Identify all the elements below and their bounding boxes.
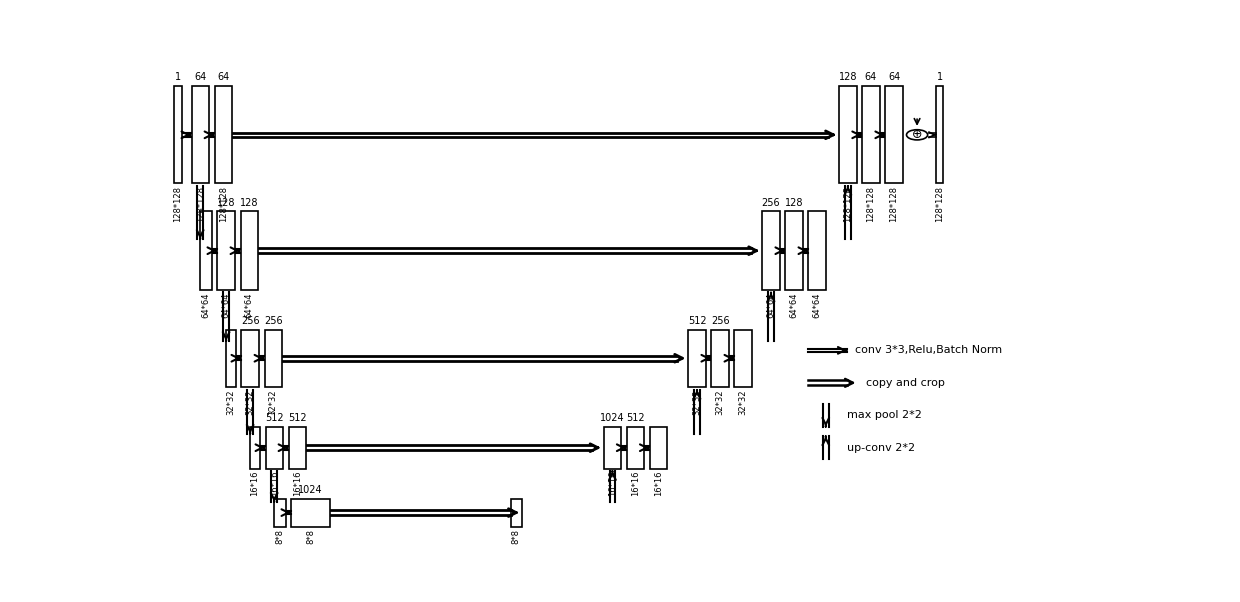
Bar: [226, 329, 236, 388]
Text: 8*8: 8*8: [512, 529, 521, 544]
Bar: [688, 329, 706, 388]
Bar: [217, 211, 234, 290]
Text: 128*128: 128*128: [218, 186, 228, 222]
Bar: [650, 427, 667, 468]
Text: 64*64: 64*64: [222, 293, 231, 318]
Text: 16*16: 16*16: [631, 471, 640, 497]
Text: 32*32: 32*32: [715, 389, 724, 415]
Bar: [936, 86, 942, 184]
Bar: [242, 329, 259, 388]
Text: 128*128: 128*128: [196, 186, 205, 222]
Bar: [289, 427, 306, 468]
Bar: [274, 498, 285, 527]
Text: 8*8: 8*8: [306, 529, 315, 544]
Text: 128*128: 128*128: [867, 186, 875, 222]
Bar: [808, 211, 826, 290]
Bar: [511, 498, 522, 527]
Text: 64*64: 64*64: [201, 293, 211, 318]
Text: 16*16: 16*16: [653, 471, 663, 497]
Bar: [174, 86, 182, 184]
Text: 128: 128: [838, 72, 857, 82]
Text: 32*32: 32*32: [739, 389, 748, 415]
Text: 512: 512: [288, 413, 306, 423]
Text: 128*128: 128*128: [174, 186, 182, 222]
Text: 128*128: 128*128: [935, 186, 944, 222]
Bar: [291, 498, 330, 527]
Bar: [265, 427, 283, 468]
Text: 64*64: 64*64: [790, 293, 799, 318]
Text: 256: 256: [711, 316, 729, 326]
Bar: [785, 211, 802, 290]
Bar: [734, 329, 751, 388]
Text: 256: 256: [264, 316, 283, 326]
Text: 16*16: 16*16: [269, 471, 279, 497]
Text: 64*64: 64*64: [766, 293, 775, 318]
Text: ⊕: ⊕: [911, 128, 923, 141]
Text: max pool 2*2: max pool 2*2: [847, 410, 921, 420]
Text: 64*64: 64*64: [812, 293, 822, 318]
Text: 512: 512: [688, 316, 707, 326]
Bar: [604, 427, 621, 468]
Text: 512: 512: [265, 413, 284, 423]
Text: up-conv 2*2: up-conv 2*2: [847, 442, 915, 453]
Bar: [862, 86, 879, 184]
Text: 1024: 1024: [299, 485, 322, 495]
Text: 16*16: 16*16: [608, 471, 618, 497]
Bar: [885, 86, 903, 184]
Bar: [250, 427, 259, 468]
Text: copy and crop: copy and crop: [866, 378, 945, 388]
Bar: [264, 329, 281, 388]
Bar: [191, 86, 208, 184]
Text: 1024: 1024: [600, 413, 625, 423]
Text: 16*16: 16*16: [250, 471, 259, 497]
Text: 8*8: 8*8: [275, 529, 284, 544]
Bar: [627, 427, 644, 468]
Text: 64: 64: [864, 72, 877, 82]
Bar: [200, 211, 212, 290]
Text: 32*32: 32*32: [227, 389, 236, 415]
Text: 64*64: 64*64: [244, 293, 254, 318]
Text: 64: 64: [217, 72, 229, 82]
Text: 16*16: 16*16: [293, 471, 301, 497]
Text: 128*128: 128*128: [889, 186, 899, 222]
Text: 32*32: 32*32: [269, 389, 278, 415]
Text: 1: 1: [936, 72, 942, 82]
Bar: [839, 86, 857, 184]
Text: 128*128: 128*128: [843, 186, 852, 222]
Text: 1: 1: [175, 72, 181, 82]
Text: 128: 128: [217, 197, 236, 208]
Bar: [763, 211, 780, 290]
Text: 64: 64: [193, 72, 206, 82]
Text: conv 3*3,Relu,Batch Norm: conv 3*3,Relu,Batch Norm: [854, 346, 1002, 355]
Text: 256: 256: [241, 316, 259, 326]
Text: 32*32: 32*32: [692, 389, 702, 415]
Text: 128: 128: [785, 197, 804, 208]
Text: 256: 256: [761, 197, 780, 208]
Text: 128: 128: [239, 197, 258, 208]
Bar: [215, 86, 232, 184]
Text: 64: 64: [888, 72, 900, 82]
Text: 512: 512: [626, 413, 645, 423]
Text: 32*32: 32*32: [246, 389, 254, 415]
Bar: [241, 211, 258, 290]
Bar: [712, 329, 729, 388]
